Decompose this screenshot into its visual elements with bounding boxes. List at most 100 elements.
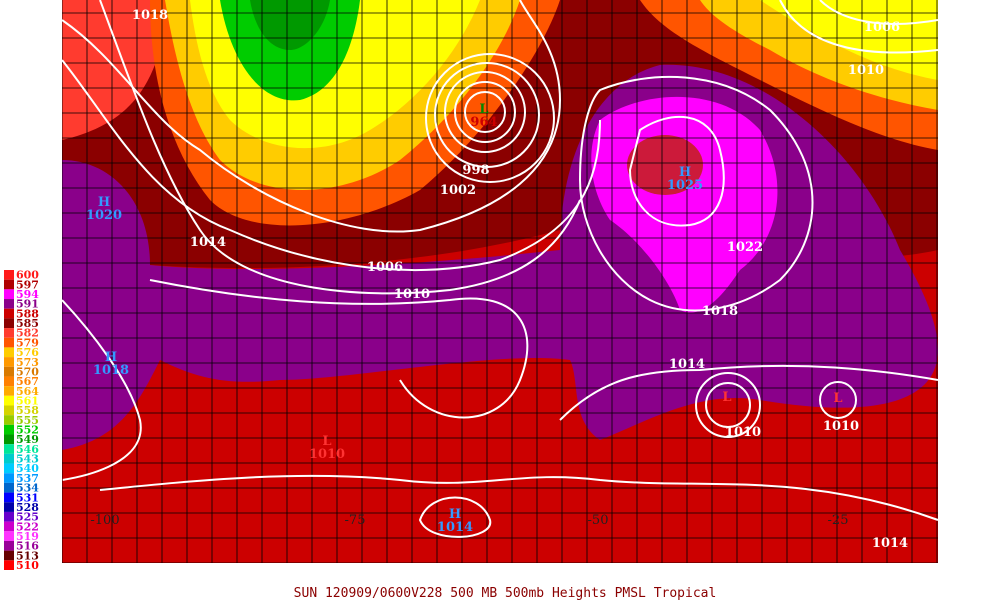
isobar-label: 1006 <box>367 260 403 275</box>
field-red-core <box>627 135 703 195</box>
legend-label: 543 <box>16 453 39 466</box>
legend-label: 555 <box>16 414 39 427</box>
legend-swatch <box>4 521 14 532</box>
isobar-label: 1018 <box>702 304 738 319</box>
legend-label: 597 <box>16 278 39 291</box>
isobar-label: 1018 <box>132 8 168 23</box>
legend-label: 561 <box>16 394 39 407</box>
legend-label: 582 <box>16 327 39 340</box>
legend-swatch <box>4 560 14 570</box>
center-letter: L <box>479 102 488 117</box>
legend-swatch <box>4 511 14 522</box>
isobar-label: 1014 <box>190 235 226 250</box>
legend-label: 549 <box>16 433 39 446</box>
legend-label: 540 <box>16 462 39 475</box>
center-value: 1018 <box>93 363 129 378</box>
field-green <box>220 0 360 101</box>
legend-swatch <box>4 318 14 329</box>
center-letter: L <box>722 390 731 405</box>
legend-swatch <box>4 550 14 561</box>
isobar-label: 1010 <box>823 419 859 434</box>
legend-label: 552 <box>16 424 39 437</box>
legend-swatch <box>4 289 14 300</box>
legend-label: 516 <box>16 540 39 553</box>
center-letter: H <box>449 507 461 522</box>
isobars <box>62 0 938 538</box>
field-light-yellow-right <box>760 0 938 80</box>
legend-swatch <box>4 395 14 406</box>
legend-swatch <box>4 328 14 338</box>
center-letter: L <box>322 434 331 449</box>
center-value: 1025 <box>667 178 703 193</box>
legend-swatch <box>4 531 14 541</box>
longitude-label: -25 <box>828 513 849 528</box>
map-labels: 1018 1006 1010 998 1002 1014 1006 1010 1022 1018 1… <box>86 8 908 551</box>
legend-label: 522 <box>16 520 39 533</box>
legend-label: 510 <box>16 559 39 572</box>
field-dark-green <box>250 0 330 50</box>
legend-swatch <box>4 463 14 474</box>
legend-swatch <box>4 386 14 396</box>
legend-label: 546 <box>16 443 39 456</box>
longitude-label: -75 <box>345 513 366 528</box>
legend-swatch <box>4 453 14 464</box>
legend-label: 567 <box>16 375 39 388</box>
legend-label: 513 <box>16 549 39 562</box>
legend-label: 585 <box>16 317 39 330</box>
center-letter: L <box>833 391 842 406</box>
legend-label: 594 <box>16 288 39 301</box>
legend-label: 564 <box>16 385 39 398</box>
longitude-label: -100 <box>90 513 119 528</box>
isobar-label: 1010 <box>394 287 430 302</box>
center-value: 1014 <box>437 520 473 535</box>
legend-label: 531 <box>16 491 39 504</box>
legend-swatch <box>4 405 14 416</box>
map-field <box>62 0 938 563</box>
legend-swatch <box>4 473 14 483</box>
isobar-label: 1014 <box>872 536 908 551</box>
legend-swatch <box>4 492 14 503</box>
legend-swatch <box>4 415 14 425</box>
legend-swatch <box>4 482 14 493</box>
legend-swatch <box>4 270 14 280</box>
isobar-label: 1022 <box>727 240 763 255</box>
legend-swatch <box>4 434 14 445</box>
isobar-label: 1006 <box>864 20 900 35</box>
legend-swatch <box>4 347 14 358</box>
legend-label: 525 <box>16 511 39 524</box>
legend-swatch <box>4 424 14 435</box>
legend-swatch <box>4 279 14 290</box>
legend-label: 528 <box>16 501 39 514</box>
isobar-label: 1002 <box>440 183 476 198</box>
legend-label: 579 <box>16 336 39 349</box>
isobar-label: 1010 <box>848 63 884 78</box>
legend-swatch <box>4 376 14 387</box>
legend-label: 558 <box>16 404 39 417</box>
legend-swatch <box>4 502 14 512</box>
center-letter: H <box>105 350 117 365</box>
center-letter: H <box>679 165 691 180</box>
legend-label: 591 <box>16 298 39 311</box>
legend-label: 576 <box>16 346 39 359</box>
isobar-label: 998 <box>462 163 489 178</box>
legend-swatch <box>4 444 14 454</box>
isobar-label: 1014 <box>669 357 705 372</box>
center-value: 1010 <box>309 447 345 462</box>
legend-swatch <box>4 540 14 551</box>
longitude-label: -50 <box>588 513 609 528</box>
legend: 6005975945915885855825795765735705675645… <box>4 269 39 572</box>
legend-label: 519 <box>16 530 39 543</box>
legend-label: 534 <box>16 482 39 495</box>
isobar-label: 1010 <box>725 425 761 440</box>
legend-swatch <box>4 337 14 348</box>
center-value: 1020 <box>86 208 122 223</box>
legend-swatch <box>4 366 14 377</box>
legend-label: 570 <box>16 365 39 378</box>
legend-label: 600 <box>16 269 39 282</box>
grid <box>62 0 938 563</box>
legend-swatch <box>4 299 14 309</box>
legend-swatch <box>4 357 14 367</box>
center-value: 964 <box>470 115 497 130</box>
